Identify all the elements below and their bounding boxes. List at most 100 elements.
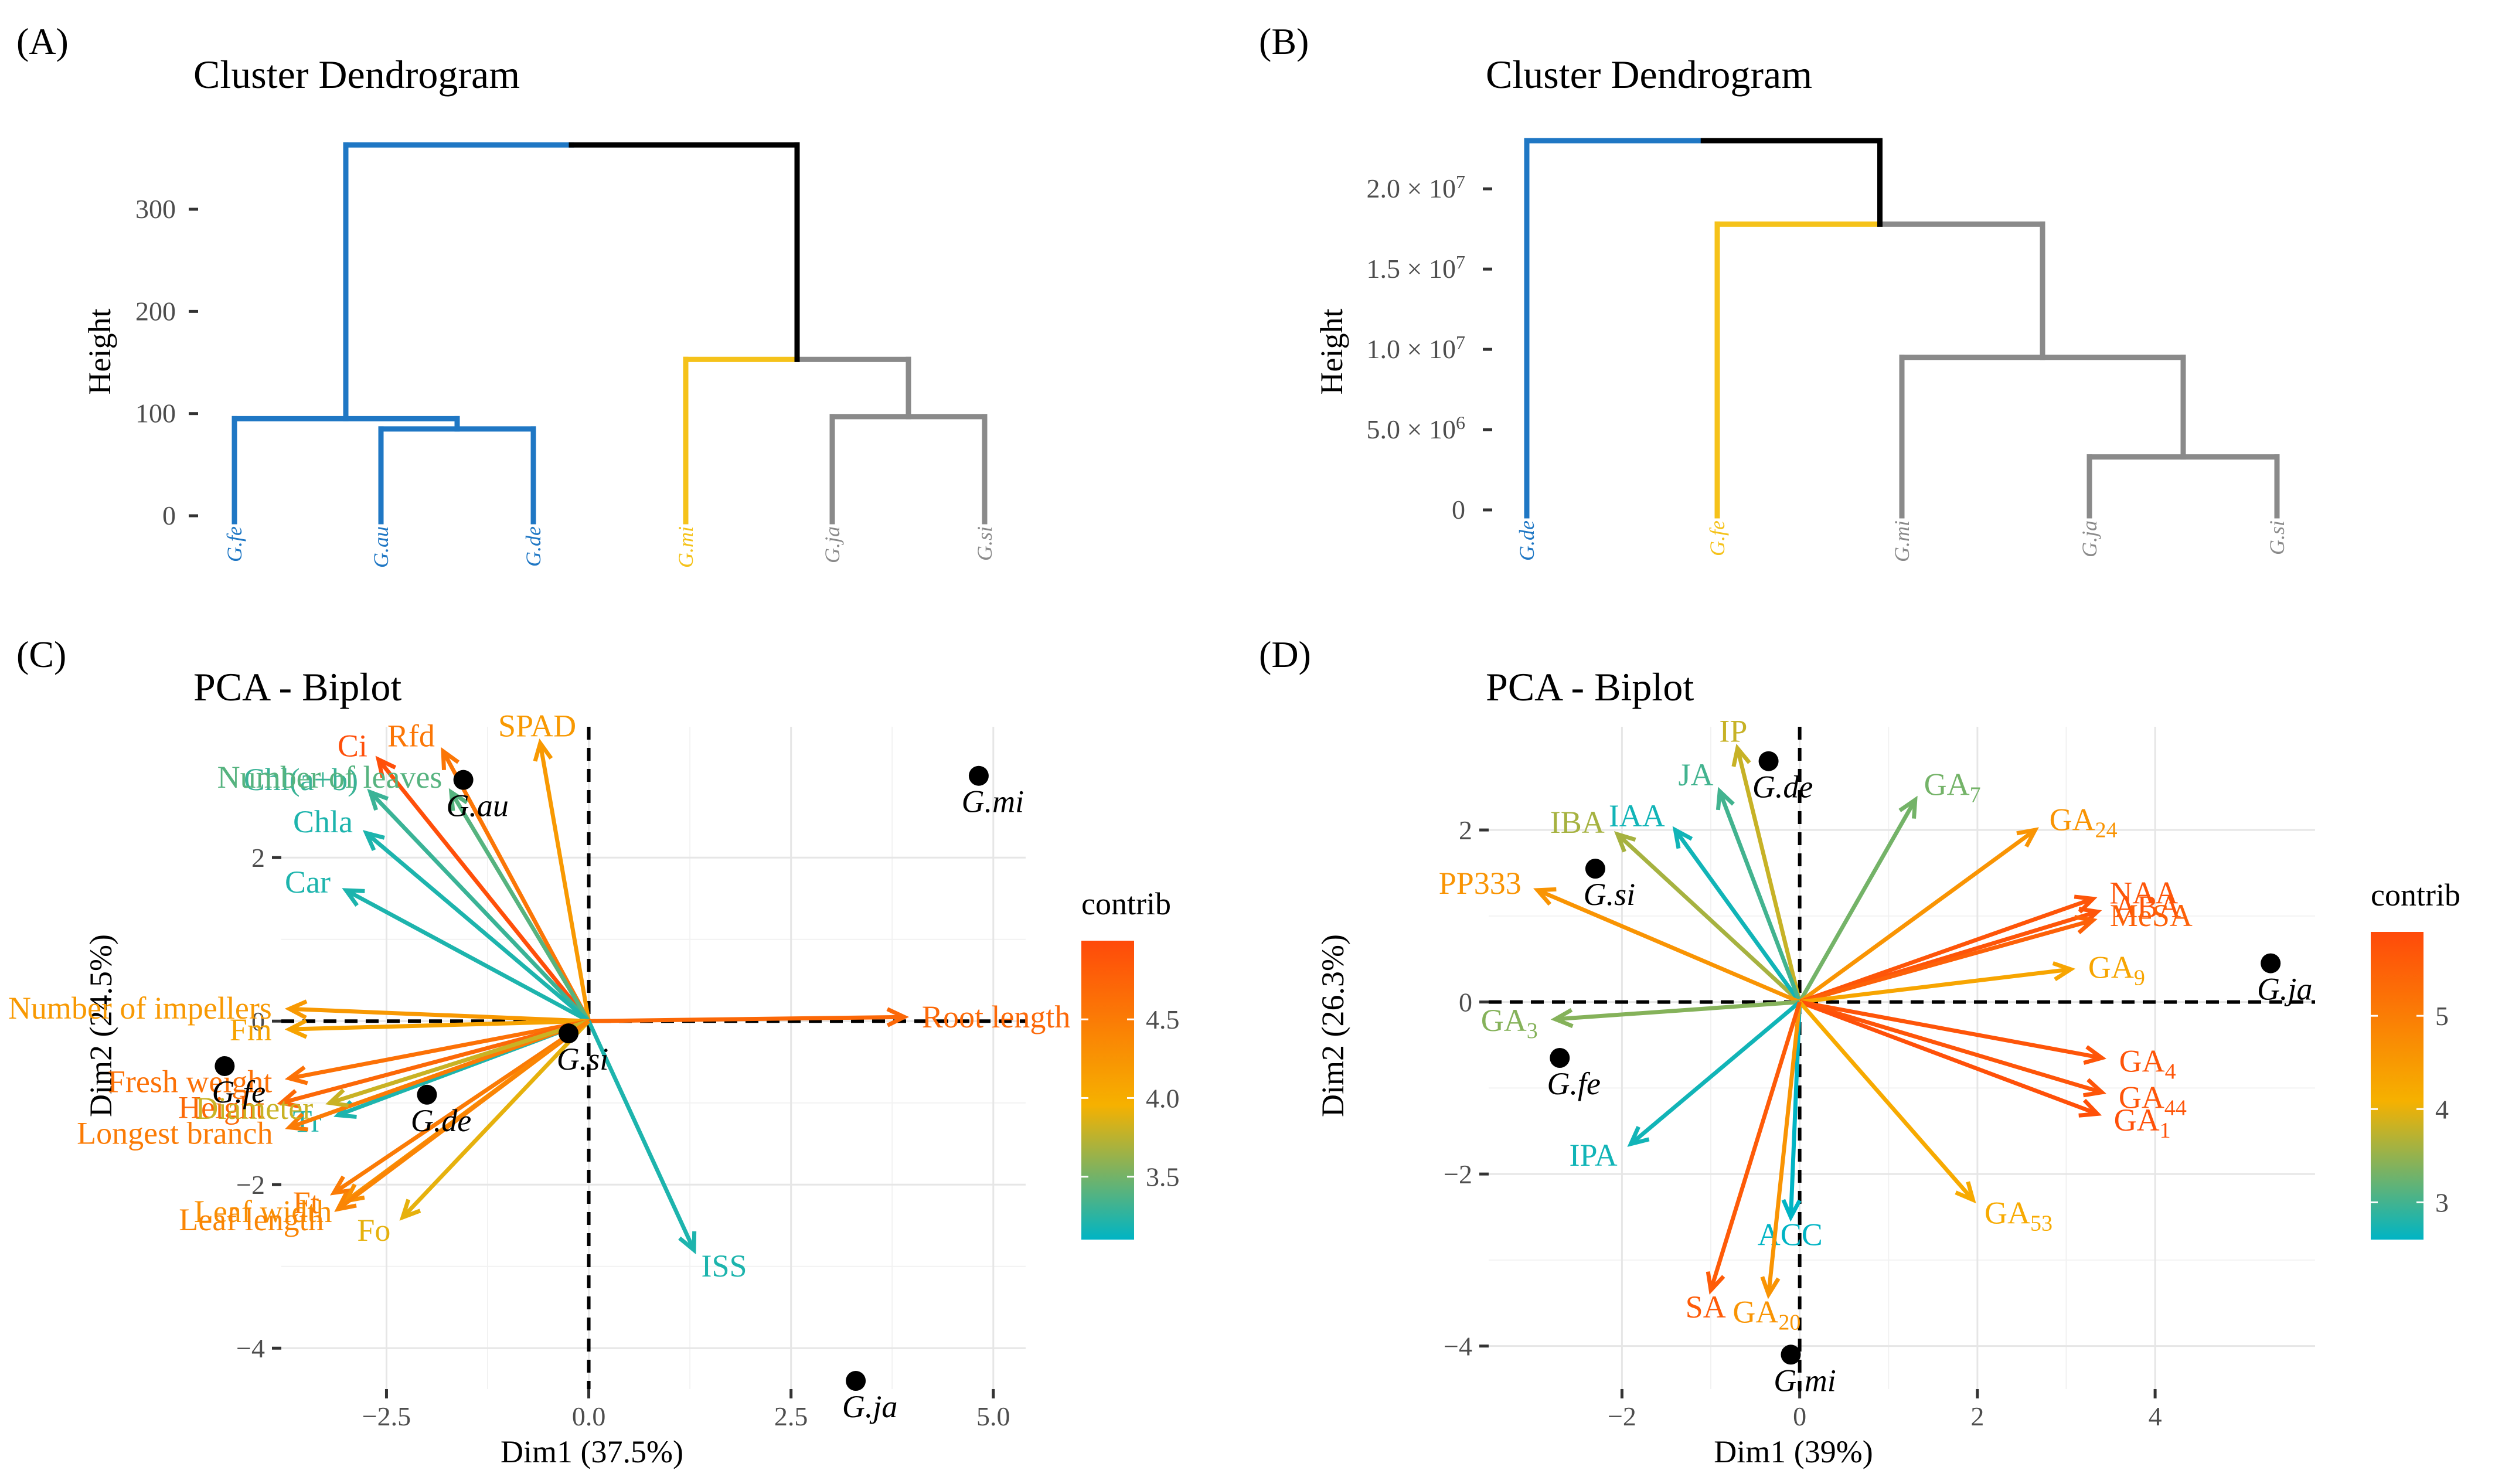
- arrow-head: [284, 999, 308, 1020]
- xtick-label: 0: [1793, 1401, 1806, 1431]
- arrow-label: IP: [1719, 714, 1747, 749]
- arrow-label: Diameter: [195, 1091, 313, 1126]
- arrow-label: Root length: [922, 999, 1071, 1034]
- xtick-label: 2: [1970, 1401, 1984, 1431]
- loading-arrow: [1799, 1000, 2102, 1060]
- arrow-head: [886, 1007, 909, 1027]
- arrow-head: [342, 888, 365, 907]
- leaf-label: G.de: [1515, 520, 1538, 561]
- loading-arrow: [1537, 888, 1801, 1004]
- arrow-head: [375, 755, 397, 778]
- ytick-label: 100: [135, 399, 176, 428]
- loading-arrow: [1799, 897, 2094, 1004]
- leaf-label: G.si: [973, 526, 996, 561]
- loading-arrow: [1799, 918, 2094, 1004]
- ytick-label: 0: [1452, 495, 1465, 525]
- leaf-label: G.mi: [674, 526, 697, 568]
- ytick-label: −2: [1444, 1159, 1472, 1189]
- arrow-label: Longest branch: [77, 1116, 273, 1151]
- ytick-label: 300: [135, 194, 176, 224]
- arrow-head: [441, 747, 460, 770]
- loading-arrow: [588, 1015, 904, 1023]
- ytick-label: 2: [251, 843, 265, 873]
- leaf-label: G.mi: [1890, 520, 1914, 562]
- arrow-label: ABA: [2114, 889, 2181, 924]
- arrow-head: [367, 788, 389, 811]
- legend-tick-label: 3.5: [1146, 1162, 1180, 1192]
- individual-point: [1758, 751, 1779, 771]
- ytick-label: 2: [1459, 815, 1472, 845]
- panel-d-title: PCA - Biplot: [1486, 665, 1694, 709]
- legend-colorbar: [1081, 941, 1134, 1240]
- loading-arrow: [1629, 1000, 1801, 1146]
- arrow-head: [334, 1192, 357, 1212]
- loading-arrow: [1717, 790, 1802, 1003]
- loading-arrow: [289, 1019, 589, 1032]
- arrow-label: SA: [1686, 1289, 1726, 1325]
- arrow-label: IPA: [1570, 1138, 1618, 1173]
- panel-c-ylabel: Dim2 (24.5%): [83, 934, 118, 1117]
- legend-tick-label: 5: [2435, 1001, 2449, 1031]
- dendrogram-a: 0 100 200 300 G.fe G.au G.de G.mi G.ja G.si: [135, 142, 996, 568]
- arrow-label: Chla: [293, 804, 353, 839]
- arrow-label: ISS: [702, 1248, 747, 1284]
- arrow-head: [362, 830, 385, 852]
- arrow-head: [1627, 1126, 1650, 1147]
- arrow-label: Ci: [338, 728, 367, 763]
- arrow-head: [2082, 1078, 2106, 1098]
- arrow-label: ACC: [1758, 1217, 1823, 1252]
- arrow-head: [2052, 961, 2076, 982]
- arrow-label: IBA: [1550, 805, 1605, 840]
- loading-arrow: [1798, 1000, 1975, 1202]
- individual-point: [559, 1023, 579, 1044]
- individual-point: [215, 1056, 235, 1076]
- point-label: G.si: [557, 1041, 609, 1077]
- point-label: G.si: [1584, 877, 1636, 912]
- arrow-label: Car: [285, 864, 331, 900]
- arrow-head: [399, 1199, 421, 1221]
- ytick-label: 1.5 × 107: [1367, 251, 1465, 284]
- loading-arrow: [1799, 1000, 2098, 1116]
- loading-arrow: [1766, 1002, 1802, 1295]
- point-label: G.fe: [1547, 1066, 1601, 1101]
- panel-d-ylabel: Dim2 (26.3%): [1315, 934, 1350, 1117]
- xtick-label: −2: [1608, 1401, 1636, 1431]
- arrow-label: SPAD: [498, 708, 576, 743]
- arrow-head: [1614, 831, 1636, 853]
- arrow-label: GA4: [2119, 1043, 2176, 1084]
- ytick-label: 200: [135, 296, 176, 326]
- loading-arrow: [1799, 1000, 2103, 1095]
- arrow-head: [284, 1065, 308, 1085]
- loading-arrow: [449, 791, 591, 1023]
- ytick-label: 5.0 × 106: [1367, 412, 1465, 444]
- dendrogram-b: 0 5.0 × 106 1.0 × 107 1.5 × 107 2.0 × 107 G.d…: [1367, 138, 2289, 562]
- leaf-label: G.ja: [821, 526, 844, 563]
- arrow-label: Fm: [230, 1012, 272, 1047]
- loading-arrow: [329, 1019, 590, 1105]
- ytick-label: −2: [236, 1170, 265, 1200]
- arrow-head: [533, 738, 553, 762]
- panel-c-xlabel: Dim1 (37.5%): [501, 1434, 683, 1469]
- point-label: G.mi: [962, 784, 1024, 819]
- arrow-label: Chl(a+b): [244, 762, 358, 797]
- arrow-head: [1955, 1181, 1976, 1204]
- loading-arrow: [401, 1019, 591, 1219]
- point-label: G.ja: [2257, 972, 2313, 1007]
- loading-arrow: [289, 1019, 590, 1081]
- arrow-label: PP333: [1439, 866, 1521, 901]
- arrow-head: [1715, 787, 1735, 811]
- point-label: G.de: [1752, 770, 1813, 805]
- individual-point: [417, 1084, 437, 1105]
- point-label: G.de: [411, 1103, 471, 1138]
- arrow-label: Ft: [293, 1185, 319, 1220]
- loading-arrow: [1555, 1000, 1800, 1022]
- loading-arrow: [289, 1006, 589, 1023]
- arrow-head: [1533, 887, 1557, 906]
- panel-a-ylabel: Height: [82, 309, 117, 395]
- arrow-label: GA7: [1924, 767, 1981, 808]
- loading-arrow: [441, 750, 591, 1022]
- arrow-head: [285, 1112, 308, 1132]
- ytick-label: 0: [162, 501, 176, 530]
- arrow-label: MeSA: [2110, 898, 2193, 933]
- arrow-label: Leaf width: [194, 1194, 332, 1229]
